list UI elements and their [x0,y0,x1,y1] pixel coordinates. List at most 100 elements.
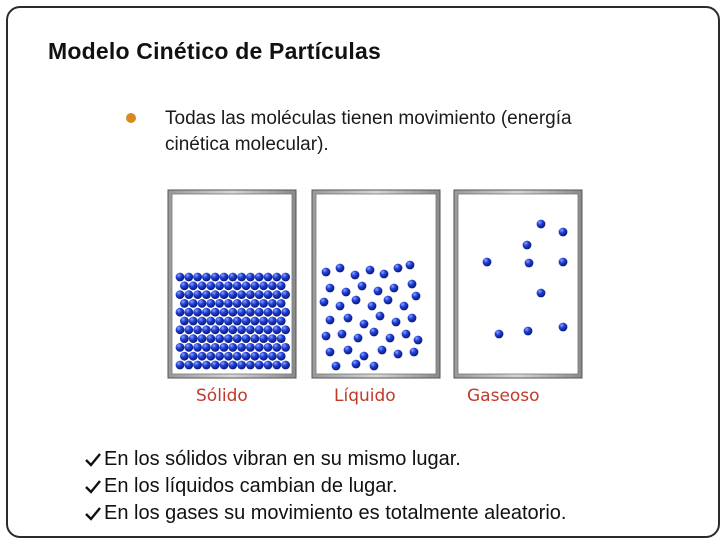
particle [524,258,534,268]
particle [276,281,286,291]
particle [232,316,242,326]
particle [175,272,185,282]
particle [193,360,203,370]
particle [399,301,409,311]
particle [263,290,273,299]
particle [558,257,568,267]
particle [254,272,264,282]
particle [411,291,421,301]
particle [197,334,207,343]
particle [379,269,389,279]
particle [254,343,264,352]
particle [237,343,247,352]
statement-text: En los sólidos vibran en su mismo lugar. [104,448,461,470]
particle [281,325,290,335]
particle [184,290,194,299]
particle [188,351,198,361]
particle [232,351,242,361]
particle [350,270,360,280]
particle [219,360,229,370]
statement-text: En los gases su movimiento es totalmente… [104,502,567,524]
particle [210,343,220,352]
particle [377,345,387,355]
particle [357,281,367,291]
slide-frame [6,6,720,538]
particle [228,360,238,370]
particle [188,299,198,308]
particle [197,281,207,291]
particle [359,351,369,361]
particle [206,351,216,361]
particle [232,299,242,308]
particle [237,272,247,282]
particle [254,290,264,299]
particle [237,307,247,317]
particle [184,307,194,317]
particle [536,288,546,298]
particle [268,281,277,291]
particle [335,263,345,273]
particle [343,313,353,323]
particle [407,279,417,289]
particle [254,360,264,370]
particle [281,307,290,317]
particle [281,343,290,352]
particle [268,351,277,361]
particle [241,299,251,308]
particle [246,290,255,299]
bullet-dot-icon [126,113,136,123]
particle [224,316,233,326]
particle [228,307,238,317]
particle [206,334,216,343]
particle [210,325,220,335]
particle [228,325,238,335]
state-label-solid: Sólido [196,386,248,406]
particle [369,327,379,337]
particle [325,283,335,293]
check-arrow-icon [85,453,101,467]
particle [558,322,568,332]
slide-title: Modelo Cinético de Partículas [48,38,381,64]
particle [351,295,361,305]
particle [228,343,238,352]
container-gas [453,189,583,379]
particle [351,359,361,369]
particle [188,334,198,343]
particle [341,287,351,297]
particle [175,290,185,299]
particle [241,334,251,343]
particle [193,290,203,299]
particle [272,272,282,282]
particle [407,313,417,323]
particle [246,343,255,352]
particle [241,316,251,326]
particle [210,290,220,299]
particle [237,325,247,335]
particle [250,351,260,361]
particle [175,360,185,370]
particle [367,301,377,311]
particle [259,316,268,326]
particle [523,326,533,336]
particle [259,351,268,361]
particle [393,263,403,273]
particle [219,290,229,299]
particle [210,272,220,282]
particle [383,295,393,305]
particle [263,272,273,282]
particle [263,325,273,335]
check-arrow-icon [85,480,101,494]
particle [215,334,225,343]
particle [175,343,185,352]
particle [219,343,229,352]
particle [259,281,268,291]
particle [180,281,189,291]
particle [202,325,211,335]
particle [193,343,203,352]
particle [206,281,216,291]
particle [202,343,211,352]
particle [215,316,225,326]
particle [325,347,335,357]
particle [184,325,194,335]
